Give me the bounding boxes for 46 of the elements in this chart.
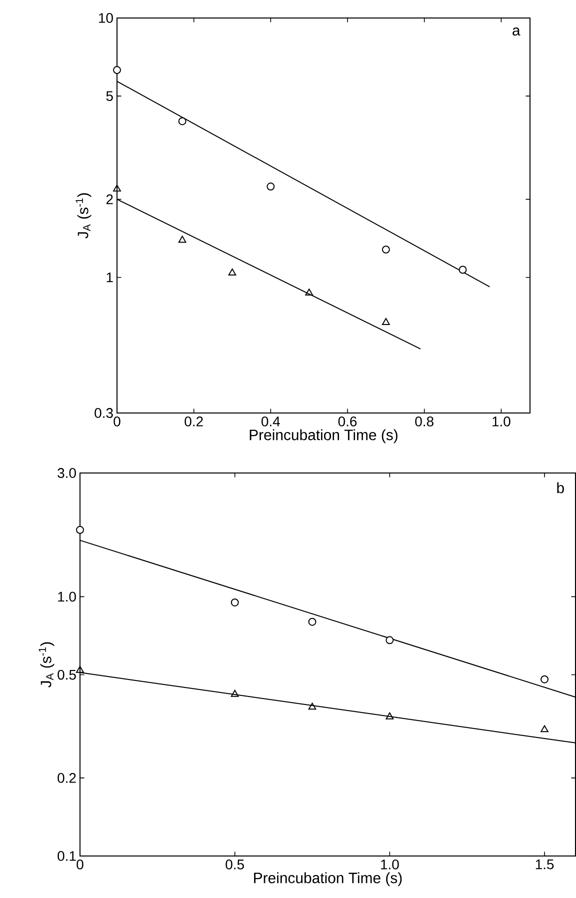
- x-tick-label: 0.4: [262, 416, 280, 426]
- y-tick-label: 1: [106, 272, 113, 282]
- point: [113, 184, 121, 192]
- x-tick-label: 0.5: [226, 860, 244, 870]
- y-axis-title: J$_{A}$ (s$^{-1}$): [38, 642, 54, 688]
- point: [382, 318, 390, 325]
- point: [230, 690, 239, 697]
- x-axis-title: Preincubation Time (s): [250, 429, 398, 444]
- point: [76, 526, 84, 534]
- y-tick-label: 0.2: [58, 773, 76, 783]
- x-tick-label: 0.2: [184, 416, 203, 426]
- x-tick-label: 1.0: [492, 416, 510, 426]
- point: [113, 66, 121, 74]
- annotation: a: [512, 27, 520, 36]
- y-tick-label: 10: [99, 13, 113, 23]
- y-tick-label: 3.0: [58, 468, 76, 478]
- y-tick-label: 1.0: [58, 592, 76, 602]
- x-axis-title: Preincubation Time (s): [254, 872, 402, 886]
- x-tick-label: 0.6: [338, 416, 357, 426]
- y-tick-label: 0.5: [58, 670, 76, 680]
- point: [308, 618, 316, 626]
- y-axis-title: J$_{A}$ (s$^{-1}$): [76, 193, 92, 238]
- point: [386, 712, 394, 720]
- y-tick-label: 0.3: [94, 408, 113, 418]
- x-tick-label: 0: [114, 416, 120, 426]
- point: [178, 236, 186, 243]
- x-tick-label: 0: [76, 860, 84, 870]
- point: [228, 268, 236, 276]
- point: [386, 636, 394, 644]
- x-tick-label: 1.5: [536, 860, 554, 870]
- x-tick-label: 0.8: [415, 416, 434, 426]
- annotation: b: [557, 482, 564, 494]
- point: [76, 666, 84, 673]
- point: [458, 266, 467, 274]
- point: [305, 288, 314, 296]
- point: [178, 117, 186, 126]
- point: [230, 598, 239, 606]
- y-tick-label: 0.1: [58, 851, 76, 861]
- point: [266, 182, 275, 191]
- point: [382, 246, 390, 254]
- y-tick-label: 2: [106, 194, 113, 204]
- point: [308, 702, 316, 710]
- x-tick-label: 1.0: [381, 860, 399, 870]
- point: [540, 675, 549, 684]
- y-tick-label: 5: [106, 91, 113, 101]
- point: [540, 725, 548, 732]
